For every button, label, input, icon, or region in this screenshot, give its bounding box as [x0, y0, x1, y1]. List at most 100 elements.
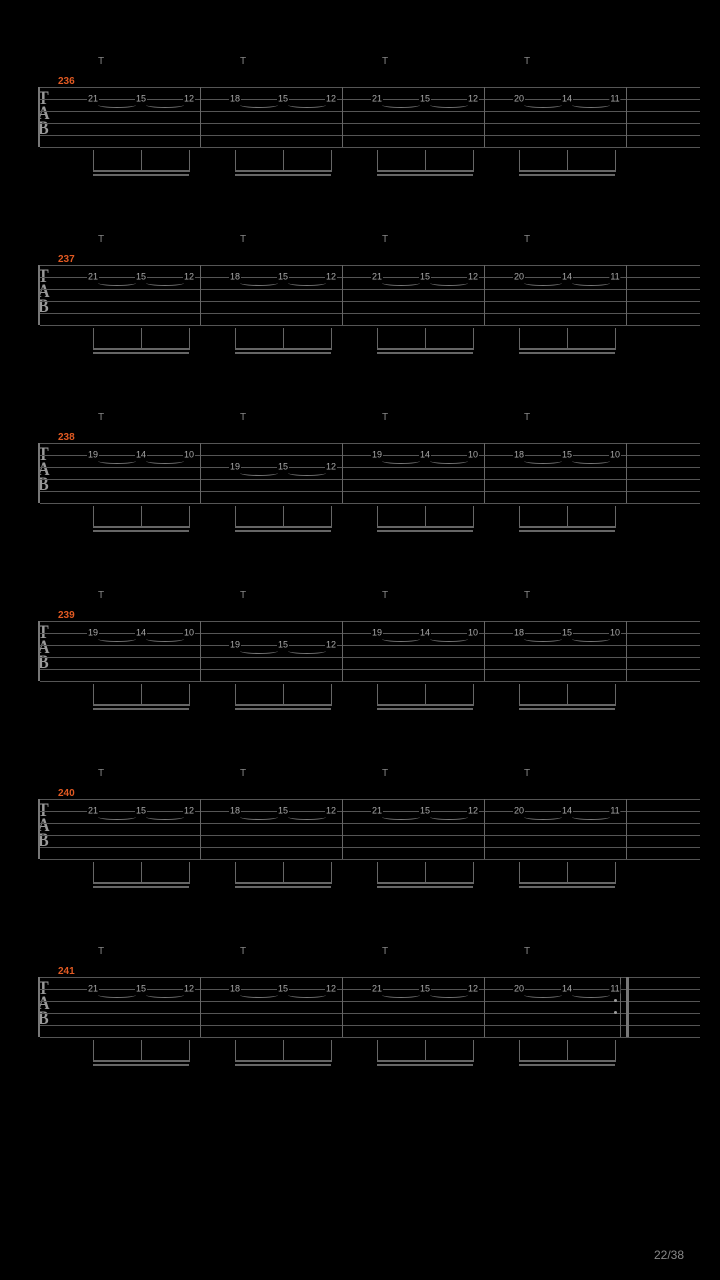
string-line — [40, 147, 700, 148]
slur — [240, 814, 278, 820]
fret-number: 10 — [609, 451, 621, 460]
barline — [342, 977, 343, 1037]
beam-line — [519, 348, 615, 350]
note-stem — [235, 862, 236, 884]
note-stem — [377, 150, 378, 172]
tab-staff: TAB211512181512211512201411 — [40, 265, 700, 325]
beam-line — [235, 1060, 331, 1062]
string-line — [40, 265, 700, 266]
fret-number: 12 — [467, 985, 479, 994]
string-line — [40, 823, 700, 824]
beam-line — [519, 708, 615, 710]
end-repeat-thick — [626, 977, 629, 1037]
barline — [342, 443, 343, 503]
fret-number: 12 — [325, 641, 337, 650]
note-stem — [235, 328, 236, 350]
tab-staff: TAB191410191512191410181510 — [40, 621, 700, 681]
slur — [524, 814, 562, 820]
slur — [524, 992, 562, 998]
technique-marker: T — [382, 768, 388, 779]
barline — [38, 977, 40, 1037]
beam-line — [377, 886, 473, 888]
beam-line — [377, 708, 473, 710]
beam-line — [93, 886, 189, 888]
barline — [484, 443, 485, 503]
barline — [484, 87, 485, 147]
note-stem — [473, 150, 474, 172]
tab-staff: TAB211512181512211512201411 — [40, 87, 700, 147]
note-stem — [377, 684, 378, 706]
string-line — [40, 657, 700, 658]
slur — [240, 992, 278, 998]
barline — [484, 265, 485, 325]
string-line — [40, 669, 700, 670]
slur — [146, 814, 184, 820]
slur — [146, 992, 184, 998]
beam-line — [519, 882, 615, 884]
string-line — [40, 111, 700, 112]
slur — [382, 814, 420, 820]
barline — [200, 265, 201, 325]
note-stem — [519, 684, 520, 706]
technique-marker: T — [98, 56, 104, 67]
technique-row: TTTT — [40, 234, 700, 246]
tab-staff: TAB211512181512211512201411 — [40, 799, 700, 859]
tab-clef: TAB — [38, 447, 52, 492]
slur — [430, 992, 468, 998]
note-stem — [331, 862, 332, 884]
beam-line — [235, 170, 331, 172]
beam-line — [235, 1064, 331, 1066]
tab-clef: TAB — [38, 269, 52, 314]
slur — [430, 458, 468, 464]
beam-line — [235, 708, 331, 710]
fret-number: 10 — [183, 629, 195, 638]
technique-marker: T — [240, 768, 246, 779]
technique-row: TTTT — [40, 56, 700, 68]
slur — [288, 814, 326, 820]
fret-number: 12 — [325, 985, 337, 994]
note-stem — [283, 506, 284, 528]
fret-number: 10 — [467, 451, 479, 460]
slur — [430, 280, 468, 286]
slur — [288, 648, 326, 654]
string-line — [40, 325, 700, 326]
tab-system: 241TTTTTAB211512181512211512201411 — [40, 955, 700, 1085]
note-stem — [189, 1040, 190, 1062]
string-line — [40, 491, 700, 492]
technique-marker: T — [382, 946, 388, 957]
beam-line — [235, 526, 331, 528]
slur — [572, 992, 610, 998]
technique-marker: T — [98, 946, 104, 957]
beam-line — [93, 1064, 189, 1066]
tab-system: 238TTTTTAB191410191512191410181510 — [40, 421, 700, 551]
note-stem — [473, 862, 474, 884]
note-stem — [93, 862, 94, 884]
beam-group — [40, 516, 700, 536]
fret-number: 12 — [183, 807, 195, 816]
beam-line — [377, 526, 473, 528]
technique-row: TTTT — [40, 768, 700, 780]
note-stem — [567, 684, 568, 706]
slur — [98, 814, 136, 820]
fret-number: 12 — [325, 95, 337, 104]
note-stem — [141, 150, 142, 172]
technique-marker: T — [98, 768, 104, 779]
note-stem — [93, 1040, 94, 1062]
beam-group — [40, 160, 700, 180]
note-stem — [141, 506, 142, 528]
slur — [240, 648, 278, 654]
fret-number: 12 — [467, 273, 479, 282]
note-stem — [615, 328, 616, 350]
beam-line — [235, 174, 331, 176]
measure-number: 240 — [58, 788, 75, 799]
fret-number: 12 — [325, 807, 337, 816]
fret-number: 10 — [467, 629, 479, 638]
slur — [240, 102, 278, 108]
note-stem — [141, 684, 142, 706]
note-stem — [93, 506, 94, 528]
beam-line — [519, 174, 615, 176]
note-stem — [615, 1040, 616, 1062]
note-stem — [377, 862, 378, 884]
string-line — [40, 1037, 700, 1038]
slur — [382, 636, 420, 642]
